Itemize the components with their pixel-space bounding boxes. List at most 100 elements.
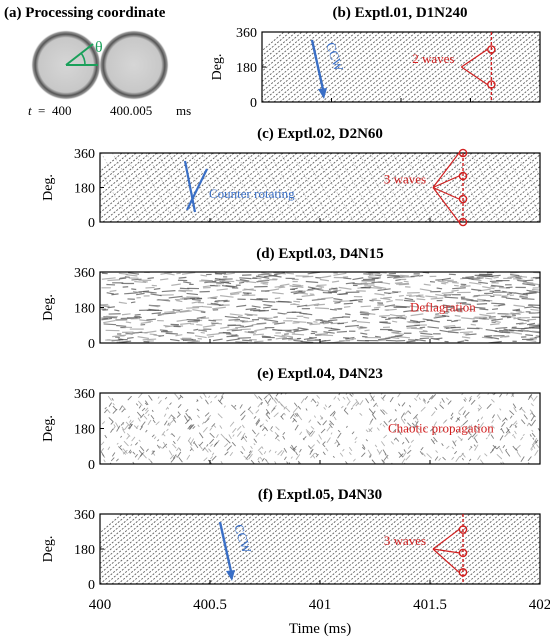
streak-mark <box>142 280 148 283</box>
streak-mark <box>247 406 252 411</box>
streak-line-reverse <box>291 153 332 222</box>
wave-pointer <box>432 187 460 223</box>
streak-line-reverse <box>358 153 400 222</box>
streak-mark <box>240 450 244 455</box>
streak-mark <box>403 299 416 302</box>
streak-mark <box>338 393 341 396</box>
y-tick-label: 180 <box>74 182 95 197</box>
streak-line <box>285 514 369 584</box>
streak-mark <box>403 418 406 421</box>
streak-mark <box>112 426 116 431</box>
streak-line <box>508 195 540 222</box>
streak-mark <box>208 395 211 399</box>
streak-mark <box>403 462 406 464</box>
streak-mark <box>477 455 481 461</box>
streak-line-reverse <box>145 153 187 222</box>
streak-mark <box>378 449 383 455</box>
streak-mark <box>513 317 522 320</box>
streak-mark <box>171 433 176 437</box>
streak-mark <box>425 295 438 298</box>
streak-mark <box>143 415 148 420</box>
streak-mark <box>516 278 526 282</box>
streak-mark <box>292 321 300 324</box>
streak-mark <box>344 407 347 411</box>
streak-mark <box>220 393 225 398</box>
streak-mark <box>277 438 280 442</box>
streak-mark <box>179 289 193 292</box>
streak-mark <box>336 330 347 333</box>
time-value-2: 400.005 <box>110 103 152 118</box>
streak-mark <box>118 277 127 280</box>
streak-mark <box>309 323 321 326</box>
streak-mark <box>124 424 129 431</box>
streak-mark <box>166 406 170 410</box>
streak-mark <box>178 276 187 279</box>
streak-mark <box>107 306 115 309</box>
streak-mark <box>461 457 464 461</box>
streak-mark <box>320 428 326 434</box>
streak-mark <box>436 287 443 290</box>
streak-mark <box>141 407 146 412</box>
streak-mark <box>384 304 396 308</box>
streak-mark <box>202 305 212 309</box>
streak-line <box>405 514 489 584</box>
streak-mark <box>230 293 240 296</box>
streak-mark <box>212 338 223 342</box>
streak-mark <box>505 312 520 315</box>
streak-mark <box>274 297 281 300</box>
streak-mark <box>120 421 125 426</box>
streak-mark <box>419 450 424 455</box>
streak-mark <box>186 454 191 460</box>
streak-mark <box>455 416 461 423</box>
streak-mark <box>360 305 371 308</box>
streak-mark <box>103 319 116 324</box>
streak-mark <box>226 338 240 342</box>
streak-mark <box>481 336 493 339</box>
streak-mark <box>485 328 498 332</box>
streak-line <box>513 561 540 584</box>
streak-mark <box>496 453 503 460</box>
streak-line <box>165 514 249 584</box>
streak-mark <box>346 400 351 406</box>
streak-mark <box>512 420 518 426</box>
x-axis-label: Time (ms) <box>289 621 351 637</box>
x-tick-label: 400 <box>89 597 112 613</box>
streak-mark <box>331 280 340 283</box>
streak-line <box>381 514 465 584</box>
streak-mark <box>251 322 265 326</box>
streak-mark <box>376 404 379 407</box>
streak-mark <box>389 313 403 318</box>
streak-mark <box>505 450 511 457</box>
streak-mark <box>381 316 387 319</box>
streak-line <box>200 153 284 222</box>
streak-mark <box>329 290 338 294</box>
streak-mark <box>131 278 142 281</box>
streak-mark <box>417 431 421 436</box>
streak-mark <box>379 314 390 317</box>
streak-mark <box>253 416 257 419</box>
streak-mark <box>137 336 150 340</box>
streak-mark <box>170 432 173 436</box>
streak-mark <box>263 434 266 437</box>
streak-mark <box>229 313 243 317</box>
streak-mark <box>131 436 136 442</box>
streak-mark <box>209 427 213 431</box>
streak-mark <box>485 437 488 440</box>
streak-line <box>471 525 540 584</box>
streak-mark <box>128 420 134 426</box>
streak-mark <box>494 320 501 323</box>
streak-line <box>327 32 411 102</box>
streak-mark <box>164 396 168 400</box>
streak-mark <box>249 450 252 454</box>
streak-mark <box>111 293 119 296</box>
streak-line <box>403 153 487 222</box>
streak-mark <box>132 461 135 464</box>
streak-mark <box>293 320 307 323</box>
streak-mark <box>239 278 250 282</box>
streak-layer <box>100 32 540 584</box>
streak-line <box>255 514 339 584</box>
streak-mark <box>371 308 380 311</box>
streak-mark <box>430 337 440 341</box>
streak-mark <box>487 427 491 430</box>
streak-line <box>361 153 445 222</box>
